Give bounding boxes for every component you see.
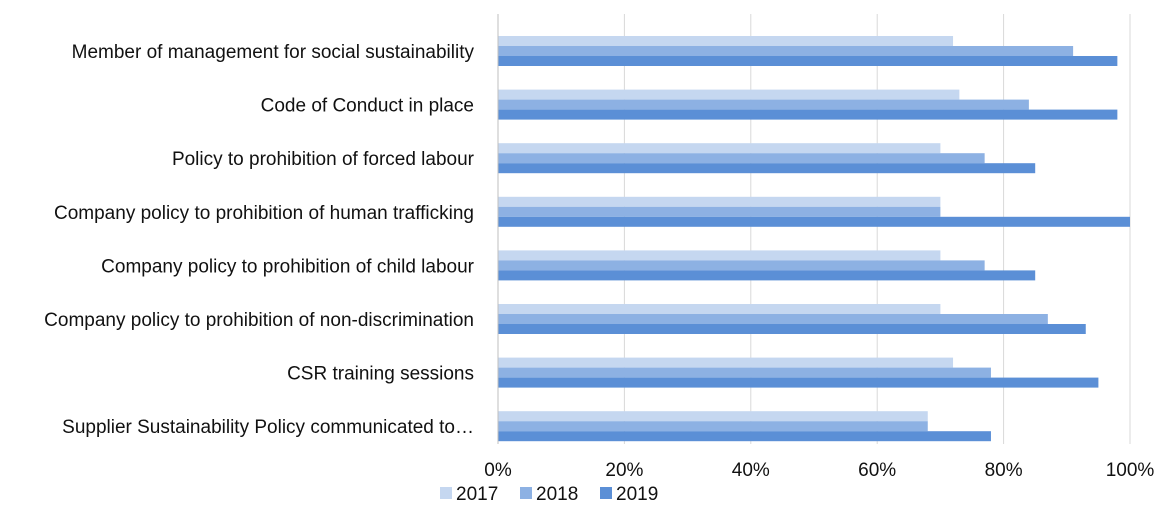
bar-2018 [498,260,985,271]
bar-2018 [498,99,1029,110]
legend-label: 2018 [536,484,578,505]
bar-2019 [498,324,1086,334]
x-tick-label: 0% [484,460,512,481]
bar-2019 [498,163,1036,174]
bar-2017 [498,143,941,154]
bar-2018 [498,153,985,164]
x-tick-label: 20% [605,460,643,481]
bar-2017 [498,411,928,422]
category-label: CSR training sessions [287,364,474,385]
category-label: Company policy to prohibition of child l… [101,256,474,277]
bar-2019 [498,270,1036,281]
category-labels: Member of management for social sustaina… [44,42,475,438]
bar-2017 [498,357,954,368]
category-label: Member of management for social sustaina… [72,42,475,63]
category-label: Supplier Sustainability Policy communica… [62,417,474,438]
bar-2017 [498,196,941,207]
legend-swatch [600,487,612,499]
legend-label: 2019 [616,484,658,505]
bar-2018 [498,314,1048,324]
bar-2017 [498,304,941,314]
bar-2019 [498,216,1130,227]
legend-swatch [440,487,452,499]
bar-2017 [498,89,960,100]
x-tick-label: 100% [1106,460,1155,481]
bar-2019 [498,56,1118,66]
x-tick-labels: 0% 20% 40% 60% 80% 100% [484,460,1154,481]
bar-2018 [498,46,1074,56]
bar-2017 [498,36,954,46]
bar-2019 [498,109,1118,120]
bar-2019 [498,431,991,442]
category-label: Code of Conduct in place [261,96,474,117]
x-tick-label: 40% [732,460,770,481]
bars [498,36,1130,442]
bar-2019 [498,377,1099,388]
bar-2017 [498,250,941,261]
category-label: Policy to prohibition of forced labour [172,149,475,170]
bar-2018 [498,367,991,378]
bar-2018 [498,421,928,432]
legend-swatch [520,487,532,499]
category-label: Company policy to prohibition of non-dis… [44,310,474,331]
category-label: Company policy to prohibition of human t… [54,203,474,224]
legend: 2017 2018 2019 [440,484,658,505]
x-tick-label: 60% [858,460,896,481]
bar-2018 [498,206,941,217]
x-tick-label: 80% [985,460,1023,481]
legend-label: 2017 [456,484,498,505]
